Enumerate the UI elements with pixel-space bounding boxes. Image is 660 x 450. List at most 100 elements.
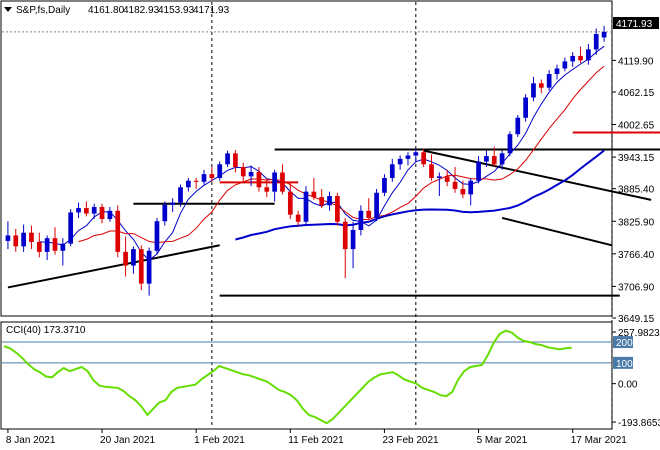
- candle: [358, 205, 364, 236]
- candle: [256, 167, 262, 192]
- candle: [123, 236, 128, 277]
- candle: [240, 162, 246, 182]
- candle: [374, 188, 379, 222]
- candle: [601, 25, 607, 42]
- cci-level-tag-200: [613, 336, 633, 349]
- candle: [484, 150, 489, 168]
- candle-body: [287, 191, 293, 215]
- candle: [429, 154, 434, 181]
- cci-tick-label: -193.8653: [618, 418, 660, 429]
- candle: [60, 238, 66, 266]
- candle-body: [123, 251, 128, 266]
- candle: [295, 210, 301, 226]
- candle-body: [413, 152, 419, 156]
- price-axis: 4119.90 4062.15 4002.65 3943.15 3885.40 3825.…: [612, 56, 655, 325]
- candle-body: [162, 204, 168, 222]
- candle: [162, 201, 168, 226]
- candle-body: [264, 187, 270, 192]
- candle: [405, 152, 411, 166]
- candle: [499, 150, 505, 170]
- candle-body: [5, 235, 11, 241]
- candle-body: [193, 180, 199, 182]
- candle: [421, 148, 427, 168]
- candle: [280, 164, 285, 195]
- candle: [335, 192, 340, 226]
- time-tick-label: 5 Mar 2021: [477, 435, 528, 446]
- ma-mid-line: [78, 65, 605, 244]
- cci-indicator-label: CCI(40) 173.3710: [6, 325, 86, 336]
- cci-level-tag-label: 100: [616, 359, 633, 370]
- trendline-channel-bottom: [501, 216, 613, 247]
- candle: [178, 184, 183, 207]
- candle-body: [115, 210, 121, 252]
- price-tick-label: 3706.90: [618, 282, 655, 293]
- candle: [225, 150, 230, 168]
- candle-body: [240, 167, 246, 177]
- candle: [154, 217, 160, 255]
- candle-body: [209, 174, 215, 178]
- collapse-triangle-icon[interactable]: [4, 7, 12, 12]
- candle: [185, 177, 191, 192]
- candle-body: [311, 191, 317, 198]
- candle-body: [389, 164, 395, 178]
- candle-body: [178, 187, 183, 203]
- candle: [586, 43, 591, 65]
- candle-body: [452, 181, 458, 189]
- candle-body: [350, 229, 356, 250]
- candle-body: [201, 174, 207, 182]
- symbol-label: S&P,fs,Daily: [16, 5, 70, 16]
- close-value: 4171.93: [193, 5, 230, 16]
- candle-body: [91, 206, 97, 214]
- candle-body: [29, 232, 34, 243]
- price-tick-label: 3885.40: [618, 185, 655, 196]
- candle: [570, 52, 576, 67]
- candle-body: [256, 171, 262, 188]
- moving-averages: [39, 45, 605, 261]
- candle: [538, 79, 544, 94]
- cci-level-tag-label: 200: [616, 338, 633, 349]
- candle-body: [36, 242, 42, 252]
- candle-body: [586, 49, 591, 61]
- price-tick-label: 3943.15: [618, 153, 655, 164]
- candle-body: [68, 212, 74, 244]
- candle: [264, 177, 270, 198]
- high-value: 4182.93: [123, 5, 160, 16]
- candle-body: [491, 156, 497, 165]
- candle-body: [515, 117, 521, 135]
- candle-body: [170, 202, 176, 205]
- candle: [233, 150, 238, 173]
- candle-body: [327, 196, 332, 206]
- candle-body: [444, 176, 450, 182]
- candle-body: [217, 164, 223, 178]
- candle-body: [593, 34, 599, 50]
- price-tick-label: 3825.90: [618, 217, 655, 228]
- candle: [272, 169, 277, 202]
- price-tick-label: 4062.15: [618, 88, 655, 99]
- candle-body: [460, 188, 466, 195]
- trendline-channel-top: [423, 149, 652, 201]
- candle: [476, 156, 481, 184]
- candle: [68, 209, 74, 247]
- candle: [5, 221, 11, 250]
- candle-body: [405, 155, 411, 159]
- candle-body: [84, 208, 89, 214]
- candle: [52, 227, 58, 255]
- candle: [170, 198, 176, 212]
- candle: [523, 94, 528, 122]
- candle: [13, 228, 19, 252]
- candle-body: [138, 249, 144, 284]
- candle: [546, 70, 552, 91]
- candle: [460, 180, 466, 199]
- candle: [491, 146, 497, 168]
- time-tick-label: 20 Jan 2021: [100, 435, 155, 446]
- candle-body: [319, 197, 325, 206]
- candle: [327, 191, 332, 211]
- trend-drawings: [7, 131, 660, 297]
- candle: [382, 174, 387, 197]
- candle-body: [225, 153, 230, 165]
- candle-body: [60, 243, 66, 251]
- candle-body: [342, 221, 348, 250]
- price-panel-frame: [0, 0, 613, 317]
- candle-body: [185, 180, 191, 188]
